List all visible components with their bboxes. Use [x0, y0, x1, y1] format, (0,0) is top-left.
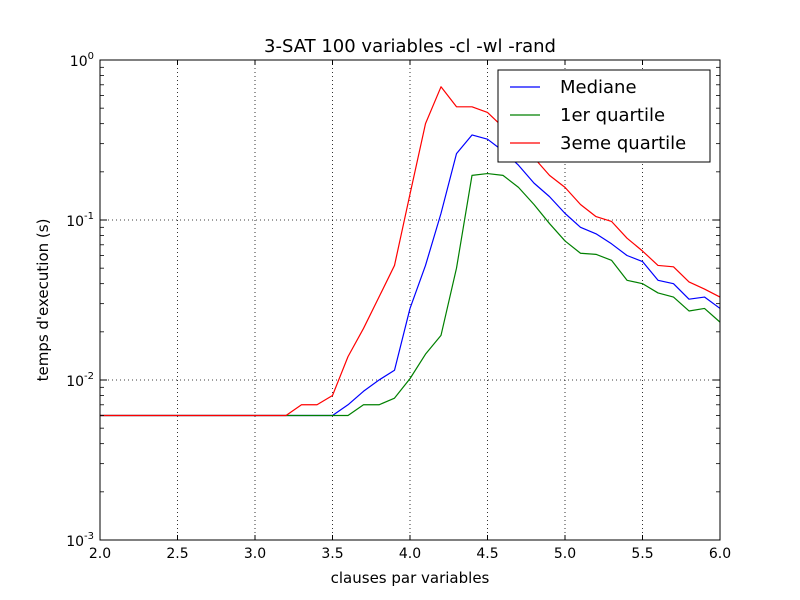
y-tick-label: 10-3: [66, 531, 94, 550]
y-tick-label: 100: [70, 51, 94, 70]
y-axis-label: temps d'execution (s): [34, 219, 52, 382]
x-tick-label: 3.5: [321, 546, 343, 562]
x-axis-label: clauses par variables: [331, 569, 490, 587]
series-line-2: [100, 86, 721, 417]
legend-box: [497, 69, 711, 163]
legend: Mediane 1er quartile 3eme quartile: [497, 69, 711, 163]
legend-label: 1er quartile: [560, 105, 665, 126]
x-tick-label: 4.0: [399, 546, 421, 562]
x-tick-label: 3.0: [244, 546, 266, 562]
x-tick-label: 4.5: [476, 546, 498, 562]
x-tick-label: 6.0: [709, 546, 731, 562]
chart-title: 3-SAT 100 variables -cl -wl -rand: [264, 36, 556, 57]
series-layer: [100, 86, 721, 417]
x-tick-label: 2.5: [166, 546, 188, 562]
y-tick-label: 10-2: [66, 371, 94, 390]
legend-label: 3eme quartile: [560, 133, 686, 154]
legend-label: Mediane: [560, 77, 637, 98]
x-tick-label: 5.5: [631, 546, 653, 562]
y-tick-label: 10-1: [66, 211, 94, 230]
ticks: 2.0 2.5 3.0 3.5 4.0 4.5 5.0 5.5 6.0 100 10-1 10-2 10…: [66, 51, 731, 562]
x-tick-label: 5.0: [554, 546, 576, 562]
plot-frame: [99, 59, 721, 541]
x-tick-label: 2.0: [89, 546, 111, 562]
grid: [100, 60, 720, 540]
